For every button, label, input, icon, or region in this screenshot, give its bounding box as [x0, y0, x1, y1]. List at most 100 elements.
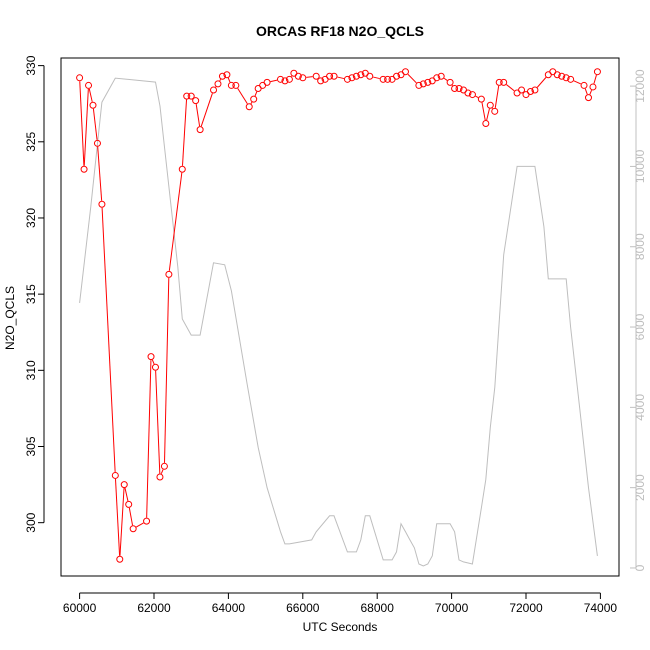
y2-tick-label: 0	[633, 564, 647, 571]
series-0-segment	[593, 74, 597, 84]
series-0-point	[446, 78, 454, 86]
series-0-segment	[237, 88, 248, 105]
series-0-point	[187, 92, 195, 100]
series-0-point	[593, 68, 601, 76]
series-0-point	[245, 103, 253, 111]
series-0-segment	[88, 88, 93, 102]
series-0-segment	[536, 77, 547, 88]
series-0-point	[294, 72, 302, 80]
series-0-segment	[114, 478, 121, 556]
series-0-point	[285, 75, 293, 83]
y-tick-label: 330	[24, 55, 38, 75]
series-0-point	[562, 74, 570, 82]
series-0-point	[98, 200, 106, 208]
series-0-point	[317, 77, 325, 85]
series-0-segment	[195, 104, 201, 127]
series-0-segment	[168, 172, 183, 271]
series-0-segment	[373, 76, 380, 80]
series-0-segment	[181, 99, 188, 166]
series-0-point	[326, 72, 334, 80]
series-0-segment	[589, 89, 593, 95]
series-0-point	[281, 77, 289, 85]
series-0-point	[76, 74, 84, 82]
series-0-segment	[200, 93, 213, 127]
series-0-segment	[219, 79, 222, 82]
y-axis-title: N2O_QCLS	[3, 286, 17, 350]
series-0-segment	[306, 76, 313, 78]
x-axis-title: UTC Seconds	[303, 620, 378, 634]
series-0-point	[558, 72, 566, 80]
series-0-segment	[475, 95, 479, 98]
series-0-segment	[79, 81, 85, 166]
series-0-segment	[250, 101, 253, 104]
primary-series-layer	[76, 68, 601, 563]
series-0-segment	[151, 359, 155, 365]
series-0-point	[553, 71, 561, 79]
series-0-point	[468, 91, 476, 99]
series-0-point	[482, 120, 490, 128]
series-0-point	[120, 481, 128, 489]
series-0-point	[384, 75, 392, 83]
series-0-segment	[506, 84, 515, 92]
series-0-point	[183, 92, 191, 100]
series-0-point	[125, 500, 133, 508]
series-0-point	[160, 462, 168, 470]
y-tick-label: 305	[24, 436, 38, 456]
x-tick-label: 72000	[509, 601, 543, 615]
series-0-segment	[160, 469, 164, 474]
series-0-point	[129, 525, 137, 533]
series-0-point	[393, 72, 401, 80]
series-0-segment	[584, 88, 588, 95]
series-0-point	[250, 95, 258, 103]
series-0-segment	[163, 277, 170, 463]
axes-layer: 60000 62000 64000 66000 68000 70000 72000 74000…	[24, 55, 647, 615]
series-0-segment	[97, 146, 103, 201]
series-0-segment	[135, 522, 144, 528]
chart-title: ORCAS RF18 N2O_QCLS	[256, 23, 424, 39]
series-0-point	[312, 72, 320, 80]
series-0-point	[178, 165, 186, 173]
x-tick-label: 74000	[584, 601, 618, 615]
plot-frame	[60, 57, 620, 577]
series-0-point	[357, 71, 365, 79]
series-0-point	[85, 81, 93, 89]
series-0-point	[151, 363, 159, 371]
x-tick-label: 62000	[137, 601, 171, 615]
series-0-point	[477, 95, 485, 103]
series-0-point	[227, 81, 235, 89]
series-0-segment	[128, 507, 134, 526]
series-0-point	[232, 81, 240, 89]
y2-tick-label: 6000	[633, 313, 647, 340]
series-0-point	[415, 81, 423, 89]
series-0-point	[495, 78, 503, 86]
series-0-point	[531, 86, 539, 94]
series-0-point	[352, 72, 360, 80]
series-0-point	[218, 72, 226, 80]
series-0-segment	[119, 488, 125, 556]
x-tick-label: 70000	[435, 601, 469, 615]
series-0-point	[419, 80, 427, 88]
series-0-segment	[573, 80, 582, 85]
y2-tick-label: 8000	[633, 233, 647, 260]
series-0-point	[343, 75, 351, 83]
x-tick-label: 68000	[361, 601, 395, 615]
series-0-segment	[83, 88, 89, 166]
series-0-point	[89, 101, 97, 109]
series-0-segment	[155, 370, 161, 474]
x-tick-label: 64000	[212, 601, 246, 615]
series-0-point	[330, 72, 338, 80]
series-0-point	[401, 68, 409, 76]
series-0-segment	[92, 108, 98, 140]
series-0-point	[379, 75, 387, 83]
y-tick-label: 310	[24, 360, 38, 380]
series-0-point	[276, 75, 284, 83]
series-0-segment	[486, 108, 490, 121]
series-0-point	[299, 74, 307, 82]
series-0-point	[500, 78, 508, 86]
y-tick-label: 300	[24, 512, 38, 532]
series-0-segment	[124, 487, 129, 502]
y-tick-label: 325	[24, 131, 38, 151]
series-0-point	[192, 97, 200, 105]
